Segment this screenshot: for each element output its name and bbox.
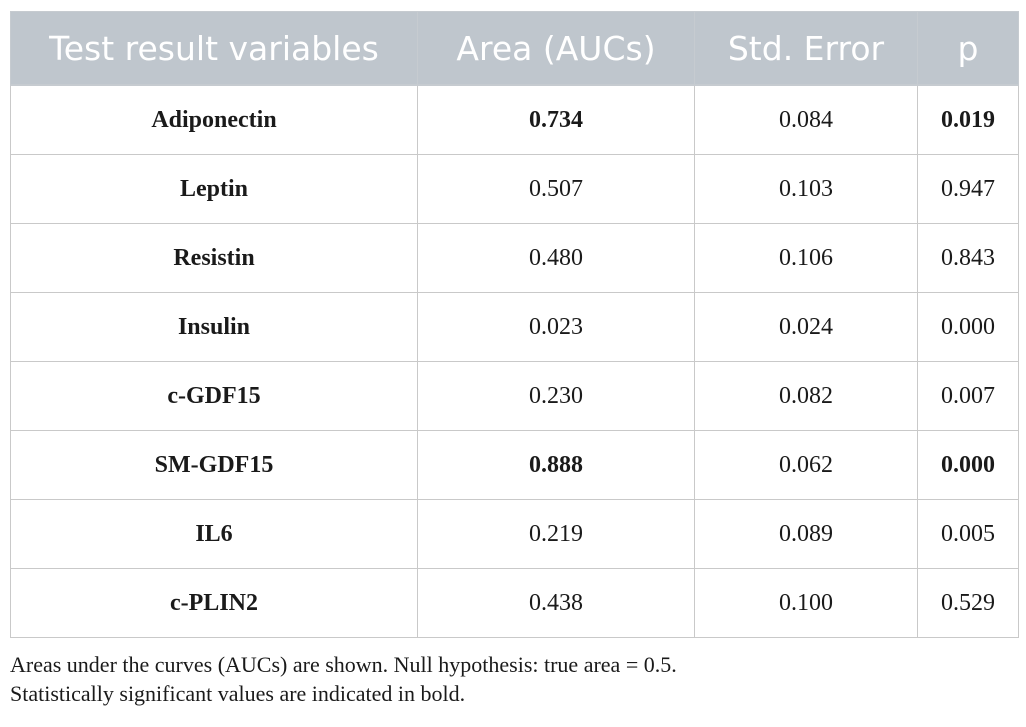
table-row: c-PLIN2 0.438 0.100 0.529 <box>10 568 1019 638</box>
cell-variable: Adiponectin <box>10 84 418 155</box>
cell-area: 0.438 <box>417 568 695 638</box>
cell-area: 0.230 <box>417 361 695 431</box>
table-row: Resistin 0.480 0.106 0.843 <box>10 223 1019 293</box>
table-row: Leptin 0.507 0.103 0.947 <box>10 154 1019 224</box>
cell-variable: SM-GDF15 <box>10 430 418 500</box>
table-footnote: Areas under the curves (AUCs) are shown.… <box>10 650 1018 708</box>
header-test-result-variables: Test result variables <box>10 11 418 86</box>
cell-std-error: 0.106 <box>694 223 918 293</box>
header-area-aucs: Area (AUCs) <box>417 11 695 86</box>
cell-std-error: 0.103 <box>694 154 918 224</box>
cell-p: 0.529 <box>917 568 1019 638</box>
auc-results-table: Test result variables Area (AUCs) Std. E… <box>10 11 1019 638</box>
table-body: Adiponectin 0.734 0.084 0.019 Leptin 0.507 0.1… <box>10 84 1019 638</box>
cell-area: 0.888 <box>417 430 695 500</box>
header-p: p <box>917 11 1019 86</box>
cell-p: 0.019 <box>917 84 1019 155</box>
cell-p: 0.007 <box>917 361 1019 431</box>
cell-variable: Resistin <box>10 223 418 293</box>
cell-std-error: 0.082 <box>694 361 918 431</box>
cell-std-error: 0.100 <box>694 568 918 638</box>
cell-p: 0.000 <box>917 430 1019 500</box>
cell-variable: c-PLIN2 <box>10 568 418 638</box>
header-std-error: Std. Error <box>694 11 918 86</box>
cell-variable: IL6 <box>10 499 418 569</box>
cell-std-error: 0.089 <box>694 499 918 569</box>
table-row: Adiponectin 0.734 0.084 0.019 <box>10 84 1019 155</box>
table-row: c-GDF15 0.230 0.082 0.007 <box>10 361 1019 431</box>
cell-p: 0.843 <box>917 223 1019 293</box>
cell-std-error: 0.084 <box>694 84 918 155</box>
cell-area: 0.480 <box>417 223 695 293</box>
table-row: SM-GDF15 0.888 0.062 0.000 <box>10 430 1019 500</box>
cell-area: 0.023 <box>417 292 695 362</box>
cell-p: 0.005 <box>917 499 1019 569</box>
cell-std-error: 0.024 <box>694 292 918 362</box>
cell-std-error: 0.062 <box>694 430 918 500</box>
cell-p: 0.000 <box>917 292 1019 362</box>
cell-area: 0.507 <box>417 154 695 224</box>
cell-p: 0.947 <box>917 154 1019 224</box>
cell-area: 0.219 <box>417 499 695 569</box>
cell-variable: Leptin <box>10 154 418 224</box>
table-row: IL6 0.219 0.089 0.005 <box>10 499 1019 569</box>
cell-area: 0.734 <box>417 84 695 155</box>
table-header-row: Test result variables Area (AUCs) Std. E… <box>10 11 1019 86</box>
footnote-line-2: Statistically significant values are ind… <box>10 681 466 706</box>
results-table-container: Test result variables Area (AUCs) Std. E… <box>10 11 1019 708</box>
cell-variable: c-GDF15 <box>10 361 418 431</box>
footnote-line-1: Areas under the curves (AUCs) are shown.… <box>10 652 677 677</box>
table-row: Insulin 0.023 0.024 0.000 <box>10 292 1019 362</box>
cell-variable: Insulin <box>10 292 418 362</box>
